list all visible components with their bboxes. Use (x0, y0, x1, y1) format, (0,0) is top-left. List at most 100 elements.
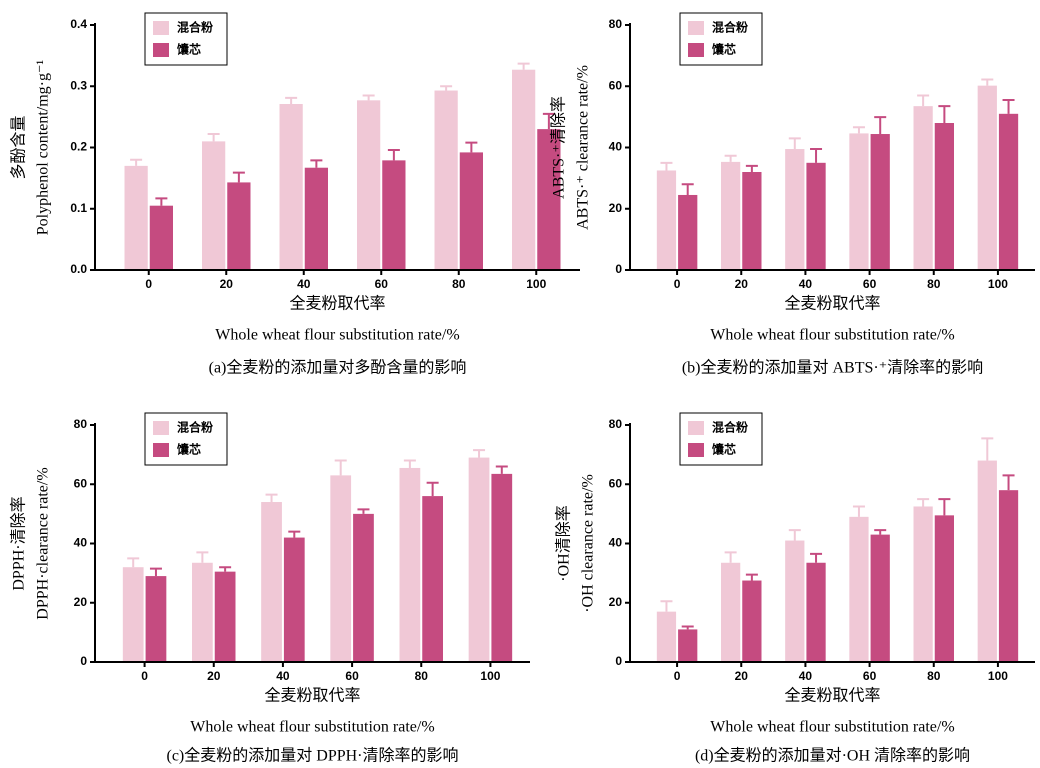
bar (998, 490, 1019, 662)
error-bar (362, 94, 375, 101)
bar (537, 129, 561, 270)
y-axis-label: DPPH·clearance rate/% (35, 467, 52, 619)
axes (629, 423, 1035, 663)
y-axis-label: DPPH·清除率 (10, 496, 28, 590)
bar (870, 534, 890, 662)
bar (214, 571, 236, 662)
error-bar (495, 465, 508, 474)
x-axis-label: 全麦粉取代率 (784, 295, 880, 313)
x-tick-label: 0 (141, 669, 148, 683)
x-tick-label: 20 (220, 277, 234, 291)
legend-label: 馕芯 (712, 42, 736, 57)
y-tick-label: 0.2 (70, 140, 87, 154)
error-bar (310, 159, 323, 168)
x-tick-label: 60 (863, 277, 877, 291)
bar (742, 580, 762, 662)
bar (785, 540, 805, 662)
legend-label: 混合粉 (712, 20, 748, 35)
error-bar (517, 62, 530, 70)
bar (434, 90, 458, 270)
caption: (d)全麦粉的添加量对·OH 清除率的影响 (695, 747, 970, 765)
error-bar (874, 116, 887, 135)
caption: (c)全麦粉的添加量对 DPPH·清除率的影响 (167, 747, 459, 765)
bar (934, 515, 954, 662)
bar (227, 182, 251, 270)
legend-swatch (688, 43, 704, 57)
x-tick-label: 20 (735, 277, 749, 291)
x-axis-label: Whole wheat flour substitution rate/% (710, 327, 954, 344)
legend-label: 馕芯 (177, 42, 201, 57)
x-axis-label: 全麦粉取代率 (264, 687, 360, 705)
bar (512, 69, 536, 271)
bar (998, 113, 1019, 270)
x-tick-label: 20 (207, 669, 221, 683)
error-bar (681, 625, 694, 630)
y-tick-label: 0 (615, 262, 622, 276)
error-bar (788, 529, 801, 541)
x-tick-label: 60 (863, 669, 877, 683)
error-bar (403, 459, 416, 468)
bar (330, 475, 352, 662)
x-tick-label: 40 (799, 669, 813, 683)
x-tick-label: 100 (480, 669, 500, 683)
error-bar (660, 600, 673, 612)
bar (849, 133, 869, 270)
bar (122, 567, 144, 662)
error-bar (917, 94, 930, 107)
bar (934, 123, 954, 270)
bar (353, 513, 374, 662)
error-bar (149, 567, 162, 577)
x-tick-label: 0 (145, 277, 152, 291)
y-axis-label: ·OH清除率 (555, 505, 573, 581)
error-bar (745, 164, 758, 172)
axes (94, 23, 580, 271)
error-bar (334, 459, 347, 476)
bar (283, 537, 305, 662)
y-axis-label: 多酚含量 (10, 115, 28, 179)
error-bar (938, 498, 951, 516)
x-tick-label: 100 (988, 277, 1008, 291)
y-tick-label: 40 (609, 536, 623, 550)
bar (279, 104, 303, 270)
legend-swatch (153, 443, 169, 457)
error-bar (981, 78, 994, 86)
error-bar (357, 508, 370, 514)
bar (806, 162, 826, 270)
legend-swatch (153, 421, 169, 435)
error-bar (196, 551, 209, 563)
error-bar (852, 126, 865, 134)
y-tick-label: 80 (609, 17, 623, 31)
x-tick-label: 0 (674, 669, 681, 683)
bar (382, 160, 406, 270)
legend-swatch (153, 43, 169, 57)
error-bar (130, 158, 143, 166)
bar (261, 502, 282, 662)
error-bar (288, 530, 301, 538)
bar (721, 161, 741, 270)
bar (145, 576, 167, 662)
y-tick-label: 80 (74, 417, 88, 431)
error-bar (660, 161, 673, 171)
legend-swatch (153, 21, 169, 35)
caption: (a)全麦粉的添加量对多酚含量的影响 (209, 359, 467, 377)
y-tick-label: 20 (609, 201, 623, 215)
error-bar (810, 552, 823, 563)
error-bar (1002, 474, 1015, 491)
y-tick-label: 40 (74, 536, 88, 550)
legend-label: 混合粉 (177, 20, 213, 35)
error-bar (285, 96, 298, 105)
x-tick-label: 60 (375, 277, 389, 291)
legend-swatch (688, 443, 704, 457)
y-tick-label: 0.4 (70, 17, 87, 31)
legend-label: 馕芯 (177, 442, 201, 457)
y-tick-label: 20 (609, 595, 623, 609)
bar (124, 165, 148, 270)
bar (785, 149, 805, 270)
bar (870, 134, 890, 270)
x-axis-label: Whole wheat flour substitution rate/% (710, 719, 954, 736)
error-bar (852, 505, 865, 517)
error-bar (788, 137, 801, 150)
x-tick-label: 40 (799, 277, 813, 291)
error-bar (724, 154, 737, 162)
y-tick-label: 40 (609, 140, 623, 154)
